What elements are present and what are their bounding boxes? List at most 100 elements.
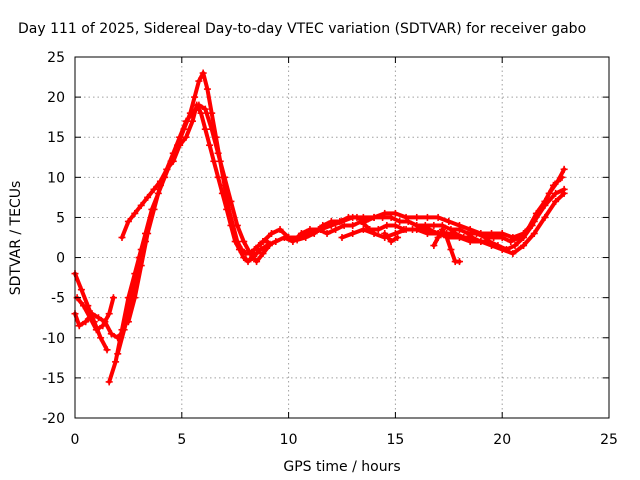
data-point <box>124 217 132 225</box>
data-point <box>381 209 389 217</box>
data-point <box>560 165 568 173</box>
data-point <box>423 213 431 221</box>
data-point <box>80 302 88 310</box>
data-point <box>509 234 517 241</box>
data-point <box>246 250 254 258</box>
x-axis-label: GPS time / hours <box>283 459 400 475</box>
data-point <box>227 221 235 229</box>
axis-ticks: 0 5 10 15 20 25 -20 -15 -10 -5 0 5 10 15 20 25 <box>42 50 618 448</box>
x-tick-label: 10 <box>280 432 298 448</box>
y-tick-label: -10 <box>42 331 65 347</box>
data-point <box>340 221 348 229</box>
data-point <box>391 209 399 217</box>
data-point <box>77 286 85 294</box>
data-point <box>498 229 506 237</box>
data-point <box>214 173 222 181</box>
data-point <box>349 229 357 237</box>
data-point <box>295 234 303 241</box>
data-point <box>447 246 455 254</box>
data-point <box>430 242 438 250</box>
data-point <box>402 213 410 221</box>
data-point <box>552 189 560 197</box>
data-point <box>430 221 438 229</box>
data-point <box>263 242 271 250</box>
data-point <box>210 157 218 165</box>
data-point <box>477 229 485 237</box>
data-point <box>97 334 105 342</box>
data-point <box>520 229 528 237</box>
y-tick-label: 15 <box>47 130 65 146</box>
data-point <box>227 197 235 205</box>
y-tick-label: -5 <box>51 291 65 307</box>
data-point <box>370 213 378 221</box>
data-point <box>455 234 463 241</box>
data-point <box>413 225 421 233</box>
data-point <box>530 229 538 237</box>
data-point <box>466 238 474 246</box>
data-point <box>214 149 222 157</box>
data-point <box>203 85 211 93</box>
data-point <box>306 229 314 237</box>
data-point <box>206 141 214 149</box>
data-point <box>191 93 199 101</box>
data-point <box>272 238 280 246</box>
data-point <box>323 229 331 237</box>
data-point <box>105 378 113 386</box>
data-point <box>488 242 496 250</box>
data-point <box>208 125 216 133</box>
data-point <box>244 258 252 266</box>
data-point <box>434 234 442 241</box>
data-point <box>144 229 152 237</box>
data-point <box>381 229 389 237</box>
y-tick-label: 25 <box>47 50 65 66</box>
y-axis-label: SDTVAR / TECUs <box>8 181 24 296</box>
data-point <box>445 217 453 225</box>
data-point <box>349 213 357 221</box>
y-tick-label: 0 <box>56 251 65 267</box>
y-tick-label: 20 <box>47 90 65 106</box>
data-point <box>338 217 346 225</box>
data-point <box>253 250 261 258</box>
data-point <box>455 258 463 266</box>
chart-title: Day 111 of 2025, Sidereal Day-to-day VTE… <box>18 21 586 37</box>
data-point <box>86 314 94 322</box>
data-point <box>223 205 231 213</box>
data-point <box>268 229 276 237</box>
data-point <box>150 205 158 213</box>
data-point <box>443 234 451 241</box>
data-point <box>285 234 293 241</box>
data-point <box>374 225 382 233</box>
data-point <box>99 322 107 330</box>
data-point <box>332 225 340 233</box>
data-point <box>231 238 239 246</box>
x-tick-label: 5 <box>177 432 186 448</box>
data-point <box>276 225 284 233</box>
data-point <box>466 225 474 233</box>
data-point <box>137 262 145 270</box>
data-point <box>488 229 496 237</box>
data-point <box>402 225 410 233</box>
data-point <box>391 221 399 229</box>
data-point <box>257 246 265 254</box>
data-point <box>396 217 404 225</box>
data-point <box>201 105 209 113</box>
data-point <box>124 318 132 326</box>
data-point <box>235 246 243 254</box>
data-point <box>105 310 113 318</box>
data-point <box>197 109 205 117</box>
data-point <box>423 229 431 237</box>
data-point <box>195 101 203 109</box>
data-point <box>552 197 560 205</box>
y-tick-label: 10 <box>47 170 65 186</box>
series-track-11 <box>340 191 567 256</box>
data-point <box>221 173 229 181</box>
data-point <box>477 238 485 246</box>
data-point <box>218 189 226 197</box>
data-point <box>137 201 145 209</box>
data-point <box>383 221 391 229</box>
data-point <box>511 242 519 250</box>
data-point <box>391 229 399 237</box>
x-tick-label: 20 <box>493 432 511 448</box>
data-point <box>509 250 517 258</box>
